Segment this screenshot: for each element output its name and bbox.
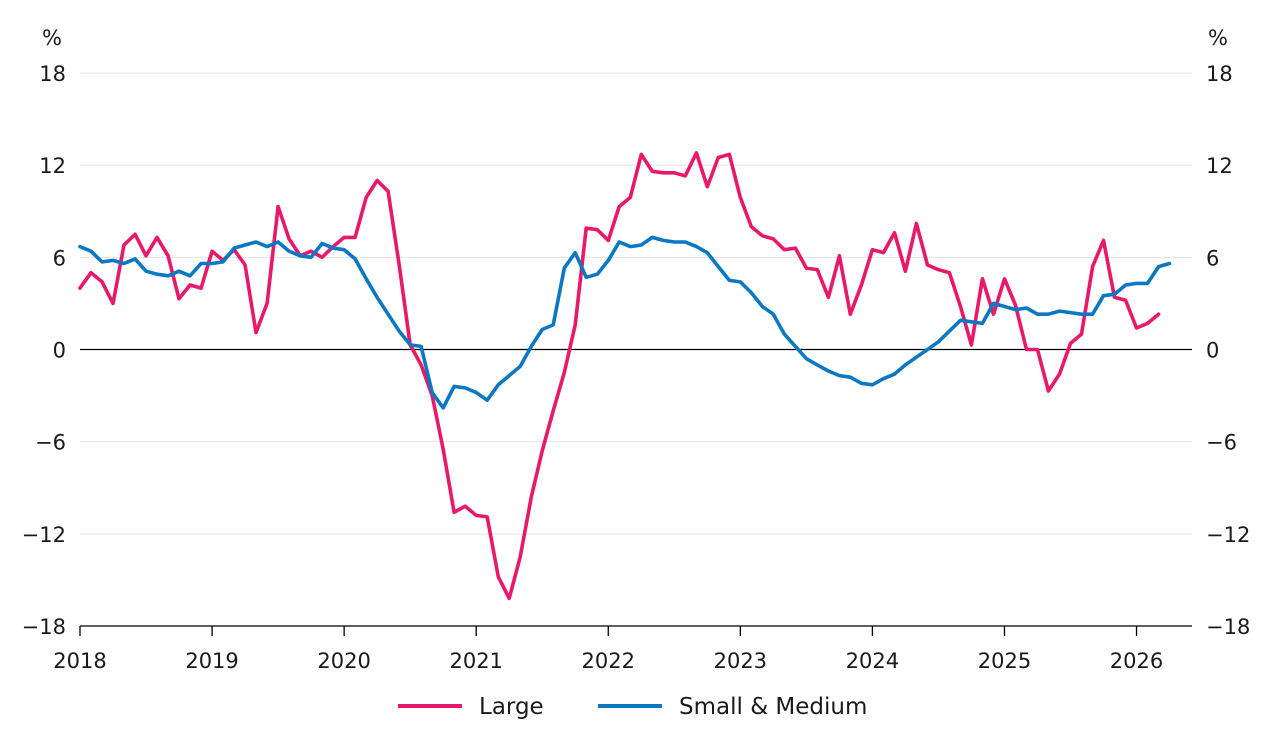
y-tick-label-left: 18 <box>39 62 66 86</box>
y-tick-label-left: 0 <box>53 339 66 363</box>
y-tick-label-right: −12 <box>1206 523 1250 547</box>
x-tick-label: 2021 <box>449 649 502 673</box>
x-tick-label: 2023 <box>714 649 767 673</box>
x-tick-label: 2026 <box>1110 649 1163 673</box>
series-lines <box>78 151 1172 601</box>
y-tick-label-left: −6 <box>35 431 66 455</box>
y-tick-label-left: 6 <box>53 246 66 270</box>
legend-label-large: Large <box>479 694 544 720</box>
axes <box>79 348 1192 636</box>
y-tick-label-right: −6 <box>1206 431 1237 455</box>
legend-label-small-medium: Small & Medium <box>679 694 867 720</box>
x-tick-label: 2024 <box>846 649 899 673</box>
y-tick-label-right: 0 <box>1206 339 1219 363</box>
y-tick-label-right: 6 <box>1206 246 1219 270</box>
y-tick-label-left: −18 <box>22 615 66 639</box>
left-axis-unit: % <box>42 26 62 50</box>
legend: Large Small & Medium <box>398 694 867 720</box>
x-tick-label: 2018 <box>53 649 106 673</box>
x-tick-label: 2019 <box>185 649 238 673</box>
x-tick-label: 2025 <box>978 649 1031 673</box>
tick-labels: 18 18 12 12 6 6 0 0 −6 −6 −12 −12 −18 −18 2018 2019 2020… <box>22 62 1251 673</box>
y-tick-label-right: 12 <box>1206 154 1233 178</box>
x-tick-label: 2022 <box>582 649 635 673</box>
y-tick-label-right: 18 <box>1206 62 1233 86</box>
right-axis-unit: % <box>1208 26 1228 50</box>
gridlines <box>80 72 1192 535</box>
series-line-small-medium <box>78 235 1172 410</box>
y-tick-label-left: −12 <box>22 523 66 547</box>
series-line-large <box>78 151 1161 601</box>
x-tick-label: 2020 <box>317 649 370 673</box>
y-tick-label-right: −18 <box>1206 615 1250 639</box>
y-tick-label-left: 12 <box>39 154 66 178</box>
